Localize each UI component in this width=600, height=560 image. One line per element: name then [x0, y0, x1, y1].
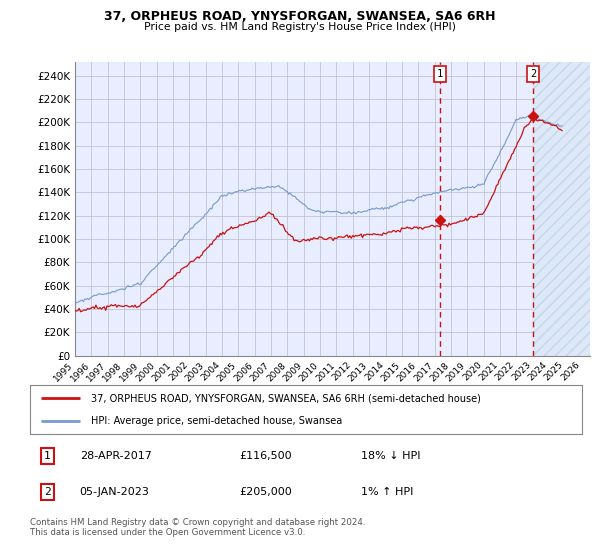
Text: Contains HM Land Registry data © Crown copyright and database right 2024.
This d: Contains HM Land Registry data © Crown c…: [30, 518, 365, 538]
Text: 2: 2: [530, 69, 536, 79]
Text: 05-JAN-2023: 05-JAN-2023: [80, 487, 149, 497]
Text: 1% ↑ HPI: 1% ↑ HPI: [361, 487, 413, 497]
Text: 37, ORPHEUS ROAD, YNYSFORGAN, SWANSEA, SA6 6RH (semi-detached house): 37, ORPHEUS ROAD, YNYSFORGAN, SWANSEA, S…: [91, 393, 481, 403]
Bar: [533, 62, 590, 356]
Bar: [533, 62, 590, 356]
Text: £116,500: £116,500: [240, 451, 292, 461]
Text: £205,000: £205,000: [240, 487, 293, 497]
Text: 2: 2: [44, 487, 50, 497]
Text: 28-APR-2017: 28-APR-2017: [80, 451, 152, 461]
Text: HPI: Average price, semi-detached house, Swansea: HPI: Average price, semi-detached house,…: [91, 416, 342, 426]
Text: 1: 1: [437, 69, 443, 79]
Text: 18% ↓ HPI: 18% ↓ HPI: [361, 451, 421, 461]
Text: Price paid vs. HM Land Registry's House Price Index (HPI): Price paid vs. HM Land Registry's House …: [144, 22, 456, 32]
Text: 1: 1: [44, 451, 50, 461]
Text: 37, ORPHEUS ROAD, YNYSFORGAN, SWANSEA, SA6 6RH: 37, ORPHEUS ROAD, YNYSFORGAN, SWANSEA, S…: [104, 10, 496, 23]
